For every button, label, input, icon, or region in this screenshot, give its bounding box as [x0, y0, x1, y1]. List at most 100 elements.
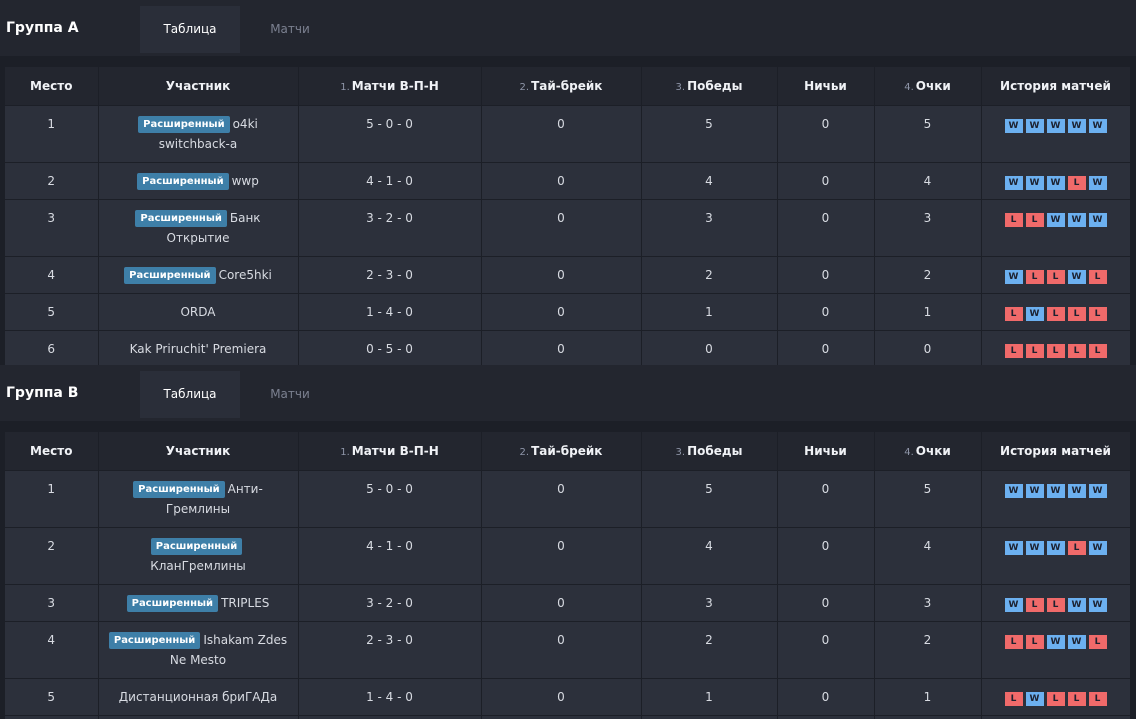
win-marker[interactable]: W: [1067, 634, 1086, 649]
tab-matches[interactable]: Матчи: [270, 22, 310, 36]
win-marker[interactable]: W: [1004, 597, 1023, 612]
win-marker[interactable]: W: [1004, 540, 1023, 555]
participant-cell[interactable]: Расширенный TRIPLES: [98, 583, 299, 621]
loss-marker[interactable]: L: [1025, 212, 1044, 227]
participant-cell[interactable]: Расширенный wwp: [98, 161, 299, 199]
loss-marker[interactable]: L: [1067, 175, 1086, 190]
win-marker[interactable]: W: [1067, 597, 1086, 612]
col-place-header[interactable]: Место: [5, 67, 99, 105]
loss-marker[interactable]: L: [1004, 343, 1023, 358]
win-marker[interactable]: W: [1067, 269, 1086, 284]
win-marker[interactable]: W: [1046, 118, 1065, 133]
loss-marker[interactable]: L: [1046, 269, 1065, 284]
loss-marker[interactable]: L: [1004, 691, 1023, 706]
col-points-header[interactable]: 4. Очки: [874, 67, 982, 105]
win-marker[interactable]: W: [1067, 212, 1086, 227]
col-wins-header[interactable]: 3. Победы: [641, 432, 778, 470]
win-marker[interactable]: W: [1025, 483, 1044, 498]
participant-name[interactable]: Дистанционная бриГАДа: [118, 689, 278, 704]
participant-name[interactable]: Анти-Гремлины: [165, 481, 263, 516]
participant-name[interactable]: TRIPLES: [221, 595, 270, 610]
participant-cell[interactable]: Дистанционная бриГАДа: [98, 677, 299, 715]
tab-table[interactable]: Таблица: [140, 6, 240, 53]
loss-marker[interactable]: L: [1025, 343, 1044, 358]
win-marker[interactable]: W: [1088, 540, 1107, 555]
win-marker[interactable]: W: [1088, 118, 1107, 133]
win-marker[interactable]: W: [1088, 597, 1107, 612]
col-wins-header[interactable]: 3. Победы: [641, 67, 778, 105]
loss-marker[interactable]: L: [1067, 306, 1086, 321]
win-marker[interactable]: W: [1046, 634, 1065, 649]
loss-marker[interactable]: L: [1067, 343, 1086, 358]
win-marker[interactable]: W: [1088, 175, 1107, 190]
participant-cell[interactable]: ORDA: [98, 292, 299, 330]
participant-name[interactable]: o4ki switchback-a: [158, 116, 258, 151]
win-marker[interactable]: W: [1004, 118, 1023, 133]
participant-name[interactable]: wwp: [231, 173, 259, 188]
participant-name[interactable]: Банк Открытие: [166, 210, 261, 245]
loss-marker[interactable]: L: [1046, 691, 1065, 706]
loss-marker[interactable]: L: [1025, 269, 1044, 284]
win-marker[interactable]: W: [1088, 212, 1107, 227]
col-history-header[interactable]: История матчей: [981, 67, 1131, 105]
loss-marker[interactable]: L: [1025, 597, 1044, 612]
win-marker[interactable]: W: [1046, 175, 1065, 190]
win-marker[interactable]: W: [1067, 118, 1086, 133]
loss-marker[interactable]: L: [1004, 306, 1023, 321]
participant-cell[interactable]: Расширенный Банк Открытие: [98, 198, 299, 256]
win-marker[interactable]: W: [1004, 269, 1023, 284]
tab-table[interactable]: Таблица: [140, 371, 240, 418]
participant-name[interactable]: Core5hki: [218, 267, 272, 282]
table-row[interactable]: 4 Расширенный Ishakam Zdes Ne Mesto 2 - 3 -…: [5, 620, 1131, 678]
win-marker[interactable]: W: [1004, 483, 1023, 498]
col-place-header[interactable]: Место: [5, 432, 99, 470]
participant-cell[interactable]: Одну и домой: [98, 714, 299, 719]
loss-marker[interactable]: L: [1088, 691, 1107, 706]
participant-name[interactable]: ORDA: [180, 304, 216, 319]
win-marker[interactable]: W: [1046, 212, 1065, 227]
loss-marker[interactable]: L: [1004, 212, 1023, 227]
col-tiebreak-header[interactable]: 2. Тай-брейк: [481, 432, 642, 470]
win-marker[interactable]: W: [1088, 483, 1107, 498]
win-marker[interactable]: W: [1025, 175, 1044, 190]
col-participant-header[interactable]: Участник: [98, 432, 299, 470]
loss-marker[interactable]: L: [1088, 306, 1107, 321]
tab-matches[interactable]: Матчи: [270, 387, 310, 401]
col-record-header[interactable]: 1. Матчи В-П-Н: [298, 67, 482, 105]
participant-cell[interactable]: Расширенный Анти-Гремлины: [98, 469, 299, 527]
loss-marker[interactable]: L: [1067, 691, 1086, 706]
win-marker[interactable]: W: [1025, 306, 1044, 321]
col-draws-header[interactable]: Ничьи: [777, 67, 875, 105]
participant-name[interactable]: Kak Priruchit' Premiera: [129, 341, 267, 356]
participant-name[interactable]: КланГремлины: [150, 558, 246, 573]
col-tiebreak-header[interactable]: 2. Тай-брейк: [481, 67, 642, 105]
win-marker[interactable]: W: [1025, 118, 1044, 133]
loss-marker[interactable]: L: [1067, 540, 1086, 555]
participant-cell[interactable]: Расширенный Core5hki: [98, 255, 299, 293]
col-draws-header[interactable]: Ничьи: [777, 432, 875, 470]
participant-cell[interactable]: Kak Priruchit' Premiera: [98, 329, 299, 367]
loss-marker[interactable]: L: [1025, 634, 1044, 649]
win-marker[interactable]: W: [1067, 483, 1086, 498]
win-marker[interactable]: W: [1046, 540, 1065, 555]
participant-cell[interactable]: Расширенный КланГремлины: [98, 526, 299, 584]
win-marker[interactable]: W: [1046, 483, 1065, 498]
win-marker[interactable]: W: [1004, 175, 1023, 190]
loss-marker[interactable]: L: [1046, 597, 1065, 612]
participant-cell[interactable]: Расширенный Ishakam Zdes Ne Mesto: [98, 620, 299, 678]
col-participant-header[interactable]: Участник: [98, 67, 299, 105]
win-marker[interactable]: W: [1025, 540, 1044, 555]
win-marker[interactable]: W: [1025, 691, 1044, 706]
loss-marker[interactable]: L: [1088, 634, 1107, 649]
